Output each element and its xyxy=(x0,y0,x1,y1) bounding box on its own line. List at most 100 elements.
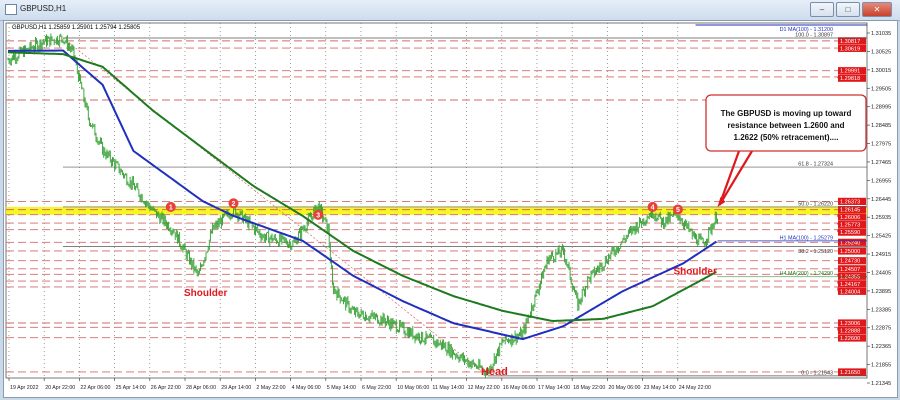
fib-level-label: 61.8 - 1.27324 xyxy=(798,162,833,168)
ohlc-header: GBPUSD,H1 1.25859 1.25901 1.25794 1.2580… xyxy=(12,25,141,31)
y-tick-label: 1.22365 xyxy=(871,344,891,350)
price-tag xyxy=(838,368,866,376)
y-tick-label: 1.22875 xyxy=(871,326,891,332)
price-tag-leader xyxy=(836,280,839,284)
annotation-text: 1.2622 (50% retracement).... xyxy=(734,133,839,142)
d1-ma100-label: D1 MA(100) - 1.31200 xyxy=(780,27,833,33)
price-tag xyxy=(838,74,866,82)
price-tag-label: 1.24004 xyxy=(840,289,860,295)
y-tick-label: 1.25935 xyxy=(871,215,891,221)
x-tick-label: 29 Apr 14:00 xyxy=(221,385,251,391)
price-tag-leader xyxy=(836,222,839,225)
price-tag-label: 1.24355 xyxy=(840,274,860,280)
price-tag xyxy=(838,265,866,273)
price-tag-label: 1.22600 xyxy=(840,336,860,342)
y-tick-label: 1.26445 xyxy=(871,197,891,203)
price-tag-label: 1.29818 xyxy=(840,76,860,82)
y-tick-label: 1.27975 xyxy=(871,142,891,148)
price-tag-leader xyxy=(836,76,839,79)
price-tag-label: 1.30817 xyxy=(840,39,860,45)
price-tag xyxy=(838,257,866,265)
price-tag-label: 1.24167 xyxy=(840,282,860,288)
touch-marker xyxy=(165,201,176,212)
ma100-line xyxy=(8,49,717,341)
touch-marker xyxy=(313,209,324,220)
maximize-button[interactable]: □ xyxy=(836,2,860,17)
right-shoulder-label: Shoulder xyxy=(674,266,717,277)
price-tag-label: 1.24730 xyxy=(840,259,860,265)
price-tag-leader xyxy=(836,229,839,233)
touch-marker-label: 3 xyxy=(316,212,320,219)
price-tag xyxy=(838,197,866,205)
y-tick-label: 1.21855 xyxy=(871,363,891,369)
chart-window[interactable]: 19 Apr 2022 20 Apr 22:00 22 Apr 06:00 25 Ap… xyxy=(3,20,898,398)
price-tag-label: 1.29991 xyxy=(840,69,860,75)
x-tick-label: 5 May 14:00 xyxy=(327,385,356,391)
y-tick-label: 1.31035 xyxy=(871,31,891,37)
fib-level-label: 38.2 - 1.25120 xyxy=(798,249,833,255)
annotation-text: The GBPUSD is moving up toward xyxy=(721,109,852,118)
x-tick-label: 20 Apr 22:00 xyxy=(45,385,75,391)
touch-marker-label: 1 xyxy=(169,204,173,211)
annotation-box xyxy=(705,94,867,152)
price-tag-label: 1.26145 xyxy=(840,208,860,214)
price-tag xyxy=(838,326,866,335)
price-tag xyxy=(838,334,866,342)
price-tag xyxy=(838,44,866,52)
price-tag-leader xyxy=(836,286,839,292)
x-tick-label: 25 Apr 14:00 xyxy=(116,385,146,391)
price-tag-leader xyxy=(836,274,839,277)
y-tick-label: 1.23895 xyxy=(871,289,891,295)
price-tag xyxy=(838,247,866,255)
fib-level-label: 0.0 - 1.21543 xyxy=(801,370,833,376)
y-tick-label: 1.28995 xyxy=(871,105,891,111)
x-tick-label: 16 May 06:00 xyxy=(503,385,535,391)
price-tag-label: 1.26006 xyxy=(840,215,860,221)
price-tag xyxy=(838,280,866,288)
touch-marker xyxy=(228,198,239,209)
y-tick-label: 1.24915 xyxy=(871,252,891,258)
touch-marker-label: 4 xyxy=(651,204,655,211)
head-label: Head xyxy=(481,366,508,378)
price-tag xyxy=(838,37,866,45)
h1-ma100-label: H1 MA(100) - 1.25279 xyxy=(780,235,833,241)
price-tag xyxy=(838,287,866,295)
price-tag xyxy=(838,213,866,221)
left-shoulder-label: Shoulder xyxy=(184,288,227,299)
x-tick-label: 4 May 06:00 xyxy=(292,385,321,391)
y-tick-label: 1.26955 xyxy=(871,178,891,184)
h4-ma200-label: H4 MA(200) - 1.24290 xyxy=(780,271,833,277)
price-tag-label: 1.25590 xyxy=(840,230,860,236)
annotation-text: resistance between 1.2600 and xyxy=(728,121,845,130)
price-tag xyxy=(838,319,866,327)
minimize-button[interactable]: – xyxy=(810,2,834,17)
x-tick-label: 10 May 06:00 xyxy=(397,385,429,391)
resistance-zone xyxy=(6,206,867,215)
price-tag xyxy=(838,238,866,246)
x-tick-label: 12 May 22:00 xyxy=(468,385,500,391)
x-tick-label: 17 May 14:00 xyxy=(538,385,570,391)
annotation-arrow xyxy=(718,150,753,206)
price-tag-label: 1.25000 xyxy=(840,249,860,255)
plot-area xyxy=(5,22,868,379)
fib-level-label: 50.0 - 1.26220 xyxy=(798,201,833,207)
x-tick-label: 6 May 22:00 xyxy=(362,385,391,391)
ma200-line xyxy=(7,51,717,323)
touch-marker-label: 2 xyxy=(232,201,236,208)
price-tag xyxy=(838,221,866,229)
price-tag-label: 1.21650 xyxy=(840,370,860,376)
price-tag-label: 1.30619 xyxy=(840,46,860,52)
close-button[interactable]: ✕ xyxy=(862,2,892,17)
x-tick-label: 24 May 22:00 xyxy=(679,385,711,391)
price-tag-label: 1.23006 xyxy=(840,321,860,327)
y-tick-label: 1.21345 xyxy=(871,381,891,387)
x-tick-label: 18 May 22:00 xyxy=(573,385,605,391)
x-tick-label: 20 May 06:00 xyxy=(608,385,640,391)
price-tag xyxy=(838,228,866,236)
price-chart[interactable]: 19 Apr 2022 20 Apr 22:00 22 Apr 06:00 25 Ap… xyxy=(4,21,897,397)
touch-marker-label: 5 xyxy=(676,207,680,214)
x-tick-label: 2 May 22:00 xyxy=(256,385,285,391)
x-tick-label: 11 May 14:00 xyxy=(432,385,464,391)
chart-window-icon xyxy=(5,4,17,15)
touch-marker xyxy=(672,204,683,215)
